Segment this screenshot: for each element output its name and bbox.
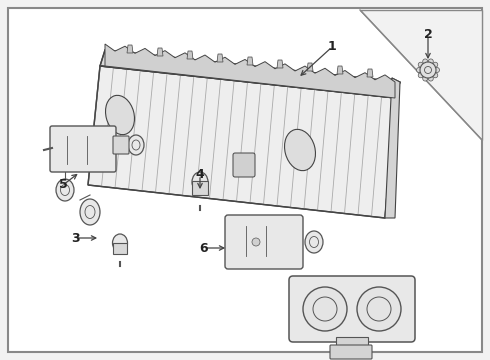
Circle shape — [428, 59, 433, 64]
Ellipse shape — [192, 172, 208, 192]
Polygon shape — [88, 66, 395, 218]
FancyBboxPatch shape — [225, 215, 303, 269]
Polygon shape — [127, 45, 133, 53]
Polygon shape — [337, 66, 343, 74]
Polygon shape — [277, 60, 283, 68]
Circle shape — [357, 287, 401, 331]
Polygon shape — [217, 54, 223, 62]
FancyBboxPatch shape — [233, 153, 255, 177]
Text: 5: 5 — [59, 179, 68, 192]
Text: 1: 1 — [328, 40, 336, 54]
Circle shape — [252, 238, 260, 246]
Polygon shape — [385, 78, 400, 218]
Polygon shape — [100, 50, 400, 98]
FancyBboxPatch shape — [50, 126, 116, 172]
Circle shape — [418, 62, 423, 67]
FancyBboxPatch shape — [336, 337, 368, 347]
Circle shape — [423, 59, 428, 64]
FancyBboxPatch shape — [289, 276, 415, 342]
Circle shape — [303, 287, 347, 331]
Circle shape — [416, 68, 421, 72]
Polygon shape — [360, 10, 482, 140]
Circle shape — [428, 76, 433, 81]
FancyBboxPatch shape — [192, 181, 208, 195]
Text: 4: 4 — [196, 168, 204, 181]
Ellipse shape — [80, 199, 100, 225]
Polygon shape — [105, 44, 395, 98]
Circle shape — [420, 62, 436, 78]
Polygon shape — [247, 57, 253, 65]
Ellipse shape — [105, 95, 134, 135]
Ellipse shape — [285, 129, 316, 171]
Polygon shape — [385, 78, 400, 98]
Circle shape — [433, 73, 438, 78]
Text: 6: 6 — [200, 242, 208, 255]
Polygon shape — [367, 69, 373, 77]
Ellipse shape — [128, 135, 144, 155]
Ellipse shape — [305, 231, 323, 253]
Polygon shape — [307, 63, 313, 71]
Text: 2: 2 — [424, 28, 432, 41]
Circle shape — [423, 76, 428, 81]
FancyBboxPatch shape — [330, 345, 372, 359]
Circle shape — [418, 73, 423, 78]
FancyBboxPatch shape — [113, 136, 129, 154]
Polygon shape — [187, 51, 193, 59]
Polygon shape — [157, 48, 163, 56]
Ellipse shape — [56, 179, 74, 201]
FancyBboxPatch shape — [113, 243, 127, 254]
Circle shape — [435, 68, 440, 72]
Ellipse shape — [113, 234, 127, 252]
FancyBboxPatch shape — [8, 8, 482, 352]
Text: 3: 3 — [71, 231, 79, 244]
Circle shape — [433, 62, 438, 67]
